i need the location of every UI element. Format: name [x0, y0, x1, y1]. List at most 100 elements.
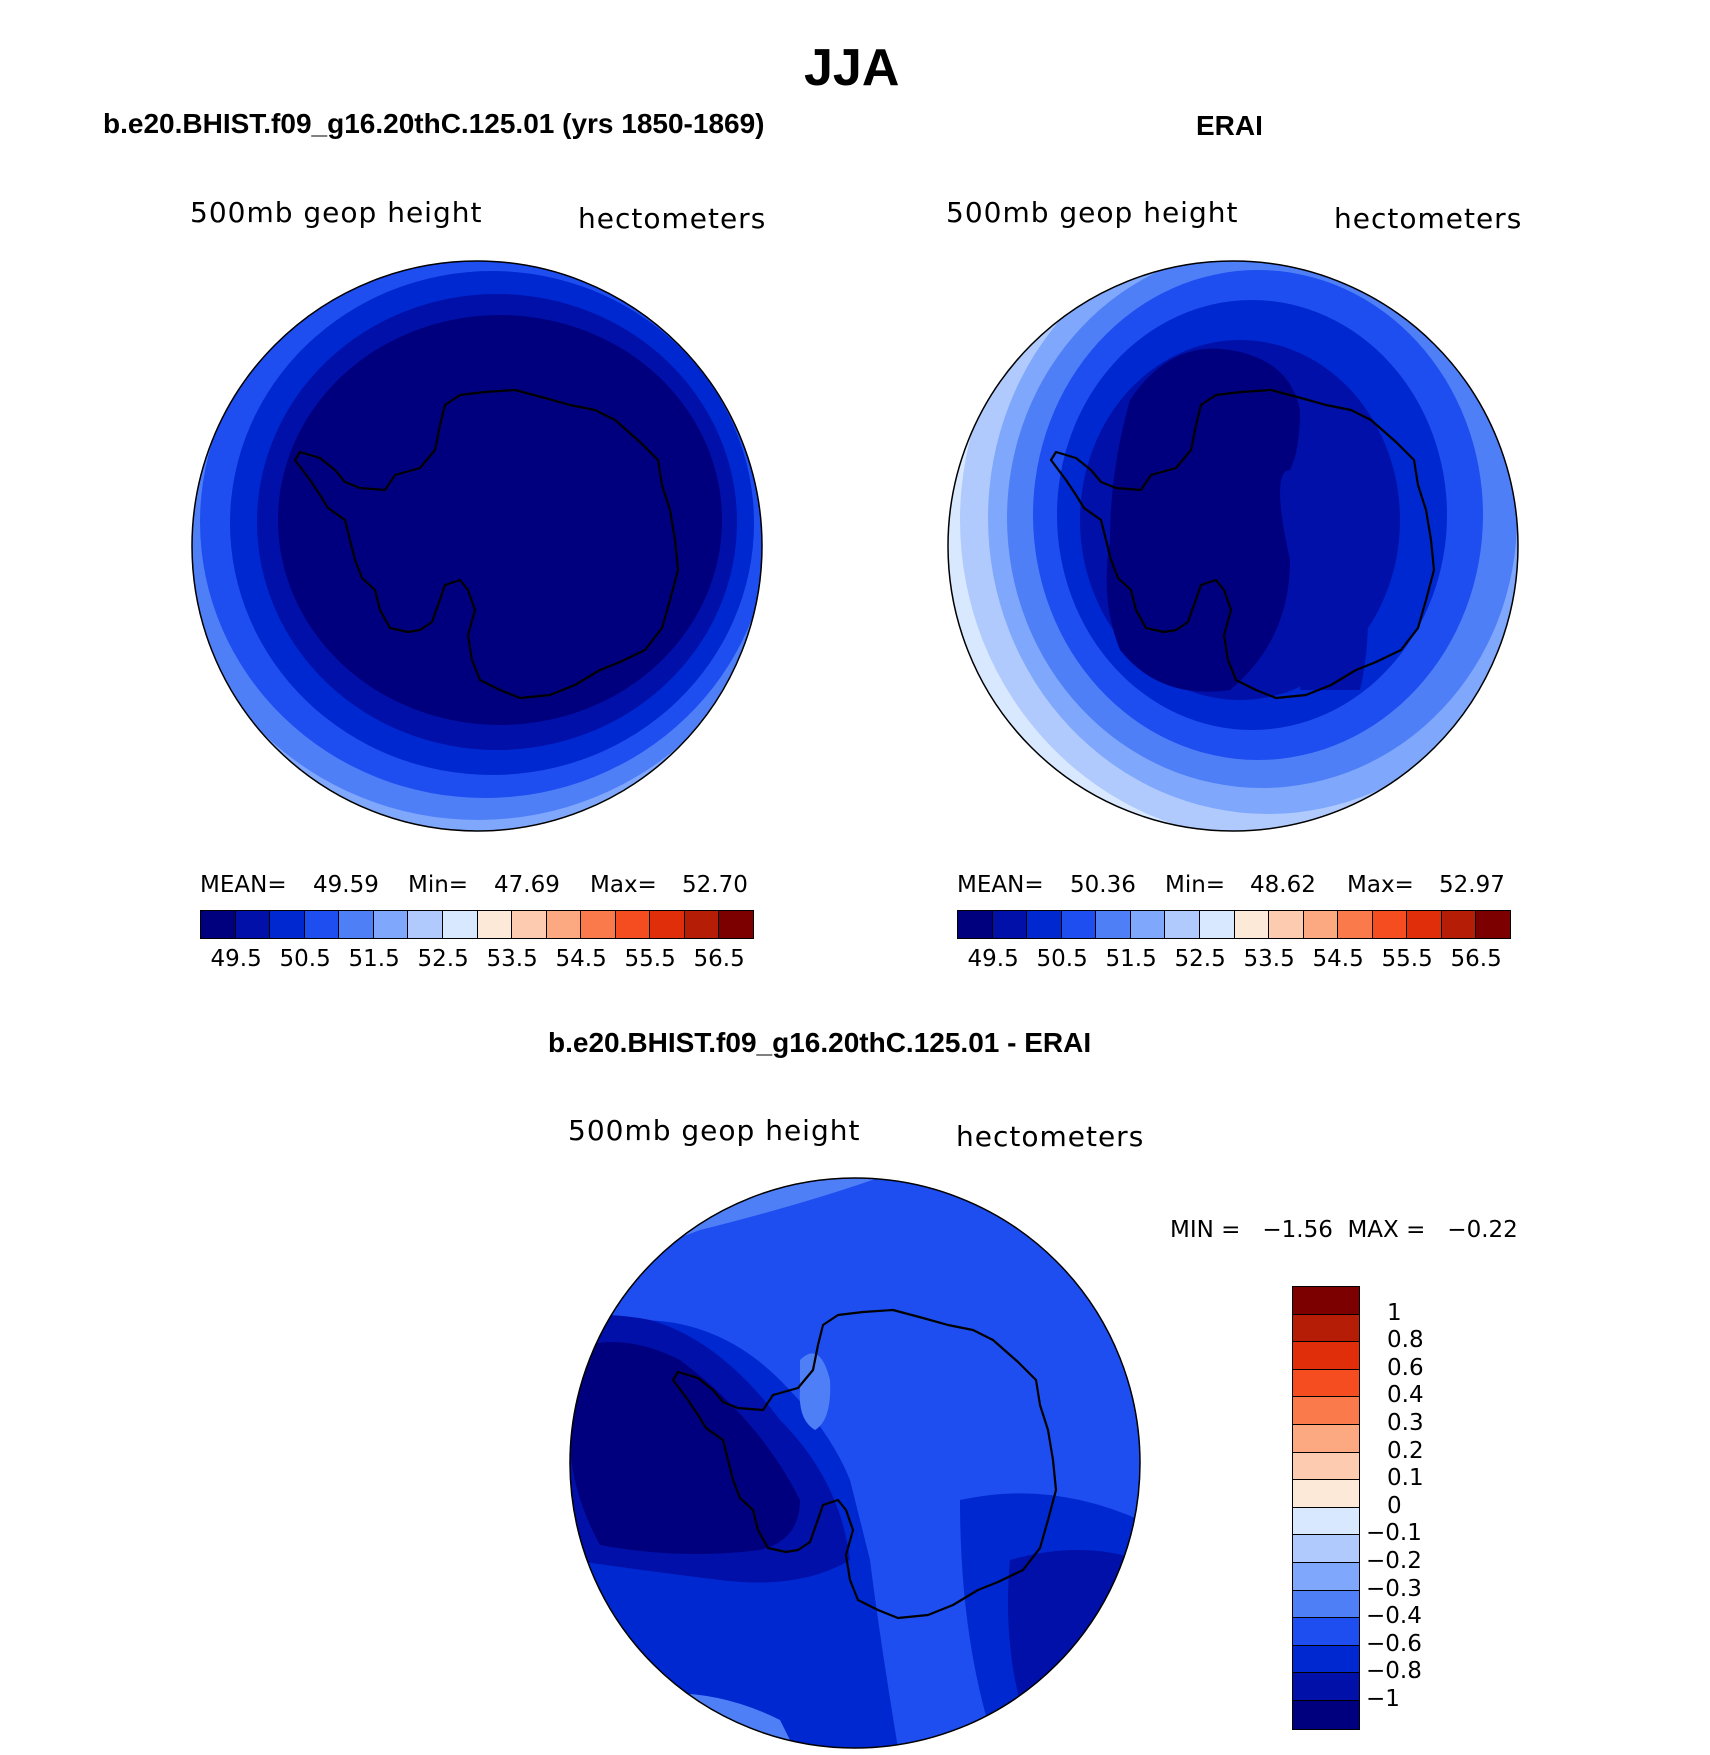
obs-max-value: 52.97	[1439, 872, 1505, 898]
colorbar-tick-label: 51.5	[1105, 946, 1157, 972]
colorbar-swatch	[1293, 1590, 1359, 1619]
colorbar-tick-label: 49.5	[210, 946, 262, 972]
diff-colorbar	[1292, 1286, 1360, 1730]
model-mean-value: 49.59	[313, 872, 379, 898]
colorbar-swatch	[1234, 911, 1270, 938]
colorbar-tick-label: 50.5	[1036, 946, 1088, 972]
colorbar-tick-label: −0.8	[1366, 1658, 1422, 1685]
diff-minmax-text: MIN = −1.56 MAX = −0.22	[1170, 1217, 1518, 1243]
colorbar-swatch	[1293, 1452, 1359, 1481]
colorbar-tick-label: 0	[1387, 1492, 1402, 1519]
obs-contour-darkest-area	[1106, 348, 1300, 692]
colorbar-tick-label: 55.5	[1381, 946, 1433, 972]
colorbar-tick-label: 0.3	[1387, 1410, 1424, 1436]
obs-units-label: hectometers	[1334, 202, 1523, 235]
colorbar-swatch	[1293, 1424, 1359, 1453]
figure-title: JJA	[804, 39, 900, 97]
obs-panel-title: ERAI	[1196, 110, 1263, 141]
colorbar-swatch	[1293, 1287, 1359, 1315]
colorbar-tick-label: 55.5	[624, 946, 676, 972]
colorbar-tick-label: 0.6	[1387, 1354, 1424, 1381]
colorbar-swatch	[1061, 911, 1097, 938]
colorbar-swatch	[235, 911, 271, 938]
colorbar-swatch	[1269, 911, 1304, 938]
colorbar-tick-label: 52.5	[417, 946, 469, 972]
colorbar-tick-label: −1	[1366, 1686, 1400, 1712]
colorbar-swatch	[1476, 911, 1510, 938]
colorbar-swatch	[719, 911, 753, 938]
colorbar-swatch	[477, 911, 513, 938]
colorbar-swatch	[1293, 1535, 1359, 1563]
colorbar-tick-label: −0.4	[1366, 1603, 1422, 1630]
colorbar-swatch	[1293, 1342, 1359, 1370]
model-mean-label: MEAN=	[200, 872, 287, 898]
colorbar-tick-label: 53.5	[1243, 946, 1295, 972]
model-colorbar	[200, 910, 754, 939]
diff-units-label: hectometers	[956, 1120, 1145, 1153]
model-map	[192, 261, 762, 831]
colorbar-swatch	[373, 911, 409, 938]
colorbar-swatch	[512, 911, 547, 938]
colorbar-swatch	[992, 911, 1028, 938]
colorbar-swatch	[1293, 1369, 1359, 1398]
colorbar-swatch	[1027, 911, 1062, 938]
colorbar-swatch	[1165, 911, 1200, 938]
colorbar-swatch	[1199, 911, 1235, 938]
colorbar-tick-label: 51.5	[348, 946, 400, 972]
obs-map	[948, 261, 1518, 831]
colorbar-swatch	[1096, 911, 1131, 938]
obs-min-value: 48.62	[1250, 872, 1316, 898]
colorbar-tick-label: 0.8	[1387, 1327, 1424, 1354]
colorbar-swatch	[546, 911, 582, 938]
colorbar-tick-label: 54.5	[555, 946, 607, 972]
model-units-label: hectometers	[578, 202, 767, 235]
colorbar-swatch	[581, 911, 616, 938]
obs-map-border	[947, 260, 1519, 832]
obs-contour-dark-area	[1286, 470, 1368, 690]
colorbar-tick-label: 0.1	[1387, 1465, 1424, 1492]
colorbar-swatch	[201, 911, 236, 938]
colorbar-tick-label: 56.5	[1450, 946, 1502, 972]
colorbar-tick-label: 56.5	[693, 946, 745, 972]
diff-map-border	[569, 1177, 1141, 1749]
colorbar-swatch	[1338, 911, 1373, 938]
colorbar-swatch	[1372, 911, 1408, 938]
colorbar-swatch	[1293, 1480, 1359, 1508]
model-max-label: Max=	[590, 872, 657, 898]
colorbar-swatch	[684, 911, 720, 938]
model-map-border	[191, 260, 763, 832]
model-min-value: 47.69	[494, 872, 560, 898]
colorbar-swatch	[408, 911, 443, 938]
colorbar-tick-label: 49.5	[967, 946, 1019, 972]
obs-mean-value: 50.36	[1070, 872, 1136, 898]
model-min-label: Min=	[408, 872, 469, 898]
model-variable-label: 500mb geop height	[190, 196, 483, 229]
colorbar-swatch	[339, 911, 374, 938]
colorbar-swatch	[1293, 1673, 1359, 1701]
colorbar-tick-label: −0.3	[1366, 1575, 1422, 1602]
colorbar-swatch	[615, 911, 651, 938]
colorbar-tick-label: 54.5	[1312, 946, 1364, 972]
colorbar-tick-label: 0.4	[1387, 1382, 1424, 1409]
colorbar-swatch	[1303, 911, 1339, 938]
colorbar-tick-label: 53.5	[486, 946, 538, 972]
colorbar-tick-label: 52.5	[1174, 946, 1226, 972]
diff-variable-label: 500mb geop height	[568, 1114, 861, 1147]
diff-contour-light-patch	[799, 1353, 831, 1430]
model-panel-title: b.e20.BHIST.f09_g16.20thC.125.01 (yrs 18…	[103, 108, 765, 139]
obs-variable-label: 500mb geop height	[946, 196, 1239, 229]
colorbar-swatch	[1293, 1645, 1359, 1674]
colorbar-swatch	[1293, 1314, 1359, 1343]
diff-map	[570, 1178, 1140, 1748]
colorbar-tick-label: −0.6	[1366, 1630, 1422, 1657]
obs-mean-label: MEAN=	[957, 872, 1044, 898]
colorbar-tick-label: −0.1	[1366, 1520, 1422, 1547]
colorbar-swatch	[1407, 911, 1442, 938]
colorbar-swatch	[270, 911, 305, 938]
diff-panel-title: b.e20.BHIST.f09_g16.20thC.125.01 - ERAI	[548, 1027, 1092, 1058]
colorbar-tick-label: 0.2	[1387, 1437, 1424, 1464]
colorbar-swatch	[650, 911, 685, 938]
colorbar-swatch	[1293, 1562, 1359, 1591]
